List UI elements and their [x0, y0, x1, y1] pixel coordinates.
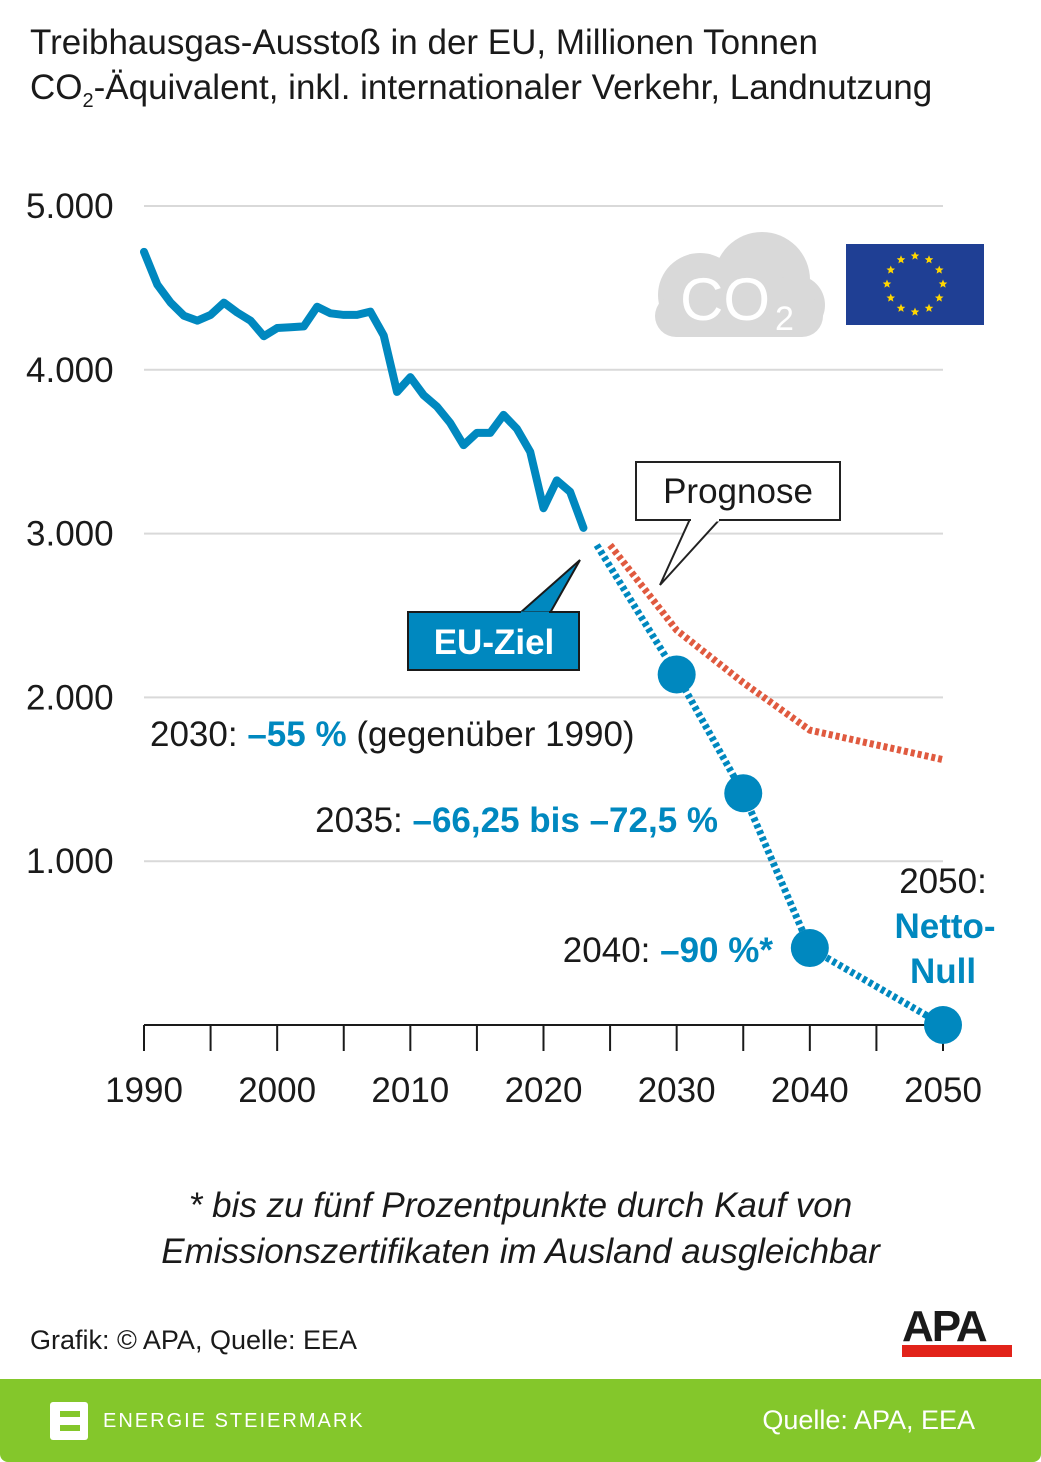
y-tick-label: 4.000 [26, 351, 114, 390]
y-tick-label: 3.000 [26, 515, 114, 554]
eu-star-icon [886, 265, 896, 274]
eu-star-icon [924, 303, 934, 312]
footnote: * bis zu fünf Prozentpunkte durch Kauf v… [0, 1183, 1041, 1275]
annotation-2050-value2: Null [910, 952, 976, 991]
prognose-callout: Prognose [635, 461, 841, 586]
eu-star-icon [886, 293, 896, 302]
eu-flag-icon [846, 244, 984, 325]
forecast-line [607, 542, 944, 764]
y-tick-label: 2.000 [26, 678, 114, 717]
eu-star-icon [910, 307, 920, 316]
apa-logo-text: APA [902, 1302, 988, 1351]
credit: Grafik: © APA, Quelle: EEA [30, 1325, 358, 1355]
y-tick-label: 5.000 [26, 187, 114, 226]
target-marker [790, 929, 829, 968]
title-sub: 2 [82, 90, 94, 112]
energie-steiermark-logo [50, 1402, 88, 1440]
footer: ENERGIE STEIERMARK Quelle: APA, EEA [0, 1379, 1041, 1462]
eu-star-icon [934, 293, 944, 302]
svg-text:CO: CO [680, 266, 770, 333]
x-tick-label: 2020 [505, 1071, 583, 1110]
title-line-1: Treibhausgas-Ausstoß in der EU, Millione… [30, 23, 818, 62]
eu-star-icon [896, 255, 906, 264]
target-marker [724, 774, 763, 813]
title-line-2: CO2-Äquivalent, inkl. internationaler Ve… [30, 65, 932, 124]
footnote-line-2: Emissionszertifikaten im Ausland ausglei… [161, 1232, 880, 1271]
title-rest: -Äquivalent, inkl. internationaler Verke… [93, 68, 933, 107]
annotation-2040: 2040: –90 %* [563, 931, 774, 970]
eu-star-icon [882, 279, 892, 288]
annotation-2050-year: 2050: [899, 862, 987, 901]
historic-line [140, 247, 588, 532]
footer-source: Quelle: APA, EEA [762, 1405, 975, 1435]
eu-star-icon [934, 265, 944, 274]
x-tick-label: 2000 [238, 1071, 316, 1110]
apa-logo: APA [902, 1302, 1012, 1357]
title-co: CO [30, 68, 83, 107]
annotation-2030: 2030: –55 % (gegenüber 1990) [150, 715, 635, 754]
annotation-2035: 2035: –66,25 bis –72,5 % [315, 801, 718, 840]
eu-star-icon [924, 255, 934, 264]
eu-star-icon [896, 303, 906, 312]
x-tick-label: 1990 [105, 1071, 183, 1110]
footnote-line-1: * bis zu fünf Prozentpunkte durch Kauf v… [188, 1186, 853, 1225]
eu-ziel-label: EU-Ziel [434, 623, 555, 662]
target-marker [924, 1006, 962, 1044]
eu-star-icon [910, 251, 920, 260]
x-tick-label: 2010 [371, 1071, 449, 1110]
target-marker [657, 655, 696, 694]
co2-cloud-icon: CO 2 [655, 232, 825, 338]
footer-brand: ENERGIE STEIERMARK [103, 1410, 365, 1432]
x-tick-label: 2030 [638, 1071, 716, 1110]
prognose-label: Prognose [663, 472, 813, 511]
svg-text:2: 2 [775, 300, 794, 338]
annotation-2050-value1: Netto- [894, 907, 995, 946]
eu-star-icon [938, 279, 948, 288]
eu-ziel-callout: EU-Ziel [407, 559, 581, 671]
chart-title: Treibhausgas-Ausstoß in der EU, Millione… [30, 20, 932, 124]
x-tick-label: 2040 [771, 1071, 849, 1110]
x-tick-label: 2050 [904, 1071, 982, 1110]
y-tick-label: 1.000 [26, 842, 114, 881]
